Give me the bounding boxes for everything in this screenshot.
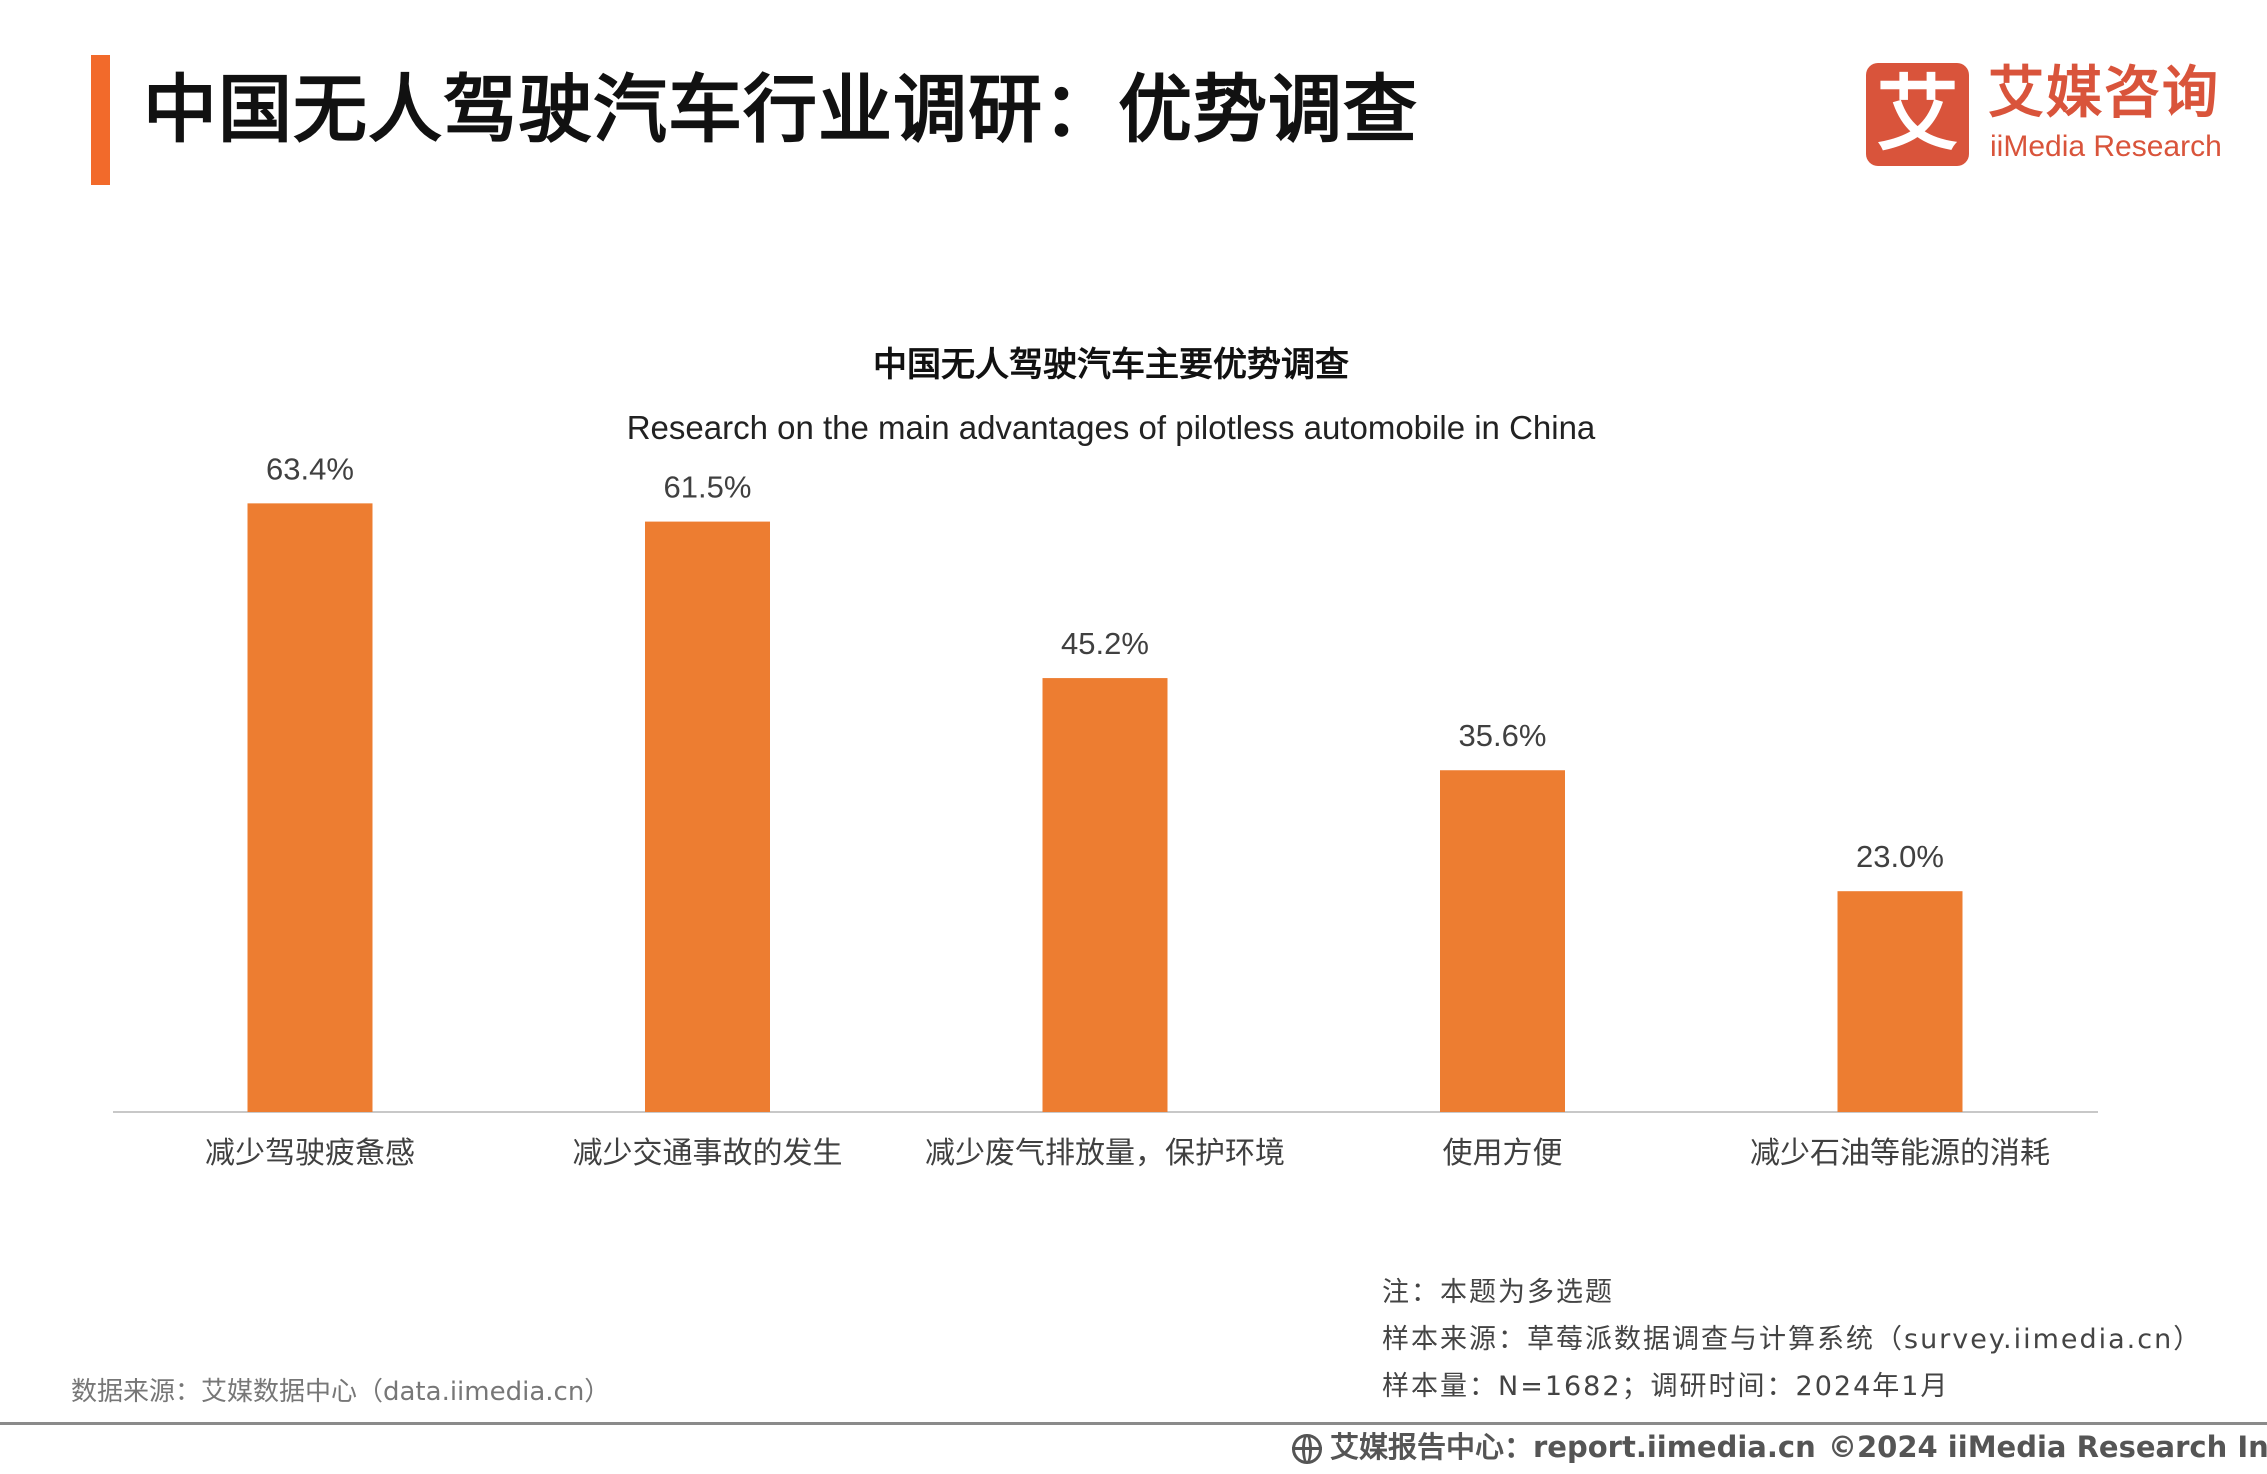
category-label-5: 减少石油等能源的消耗 bbox=[1750, 1136, 2050, 1171]
globe-icon bbox=[1292, 1434, 1322, 1464]
iimedia-logo: 艾 艾媒咨询 iiMedia Research bbox=[1866, 61, 2231, 168]
chart-title: 中国无人驾驶汽车主要优势调查 bbox=[873, 345, 1349, 385]
bar-4 bbox=[1440, 770, 1565, 1112]
footer-report-center: 艾媒报告中心：report.iimedia.cn bbox=[1292, 1425, 1816, 1470]
data-label-2: 61.5% bbox=[664, 470, 752, 505]
footer-copyright: ©2024 iiMedia Research Inc bbox=[1828, 1430, 2267, 1464]
footer-divider bbox=[0, 1422, 2267, 1425]
bar-1 bbox=[247, 503, 373, 1112]
category-label-2: 减少交通事故的发生 bbox=[573, 1136, 843, 1171]
category-label-1: 减少驾驶疲惫感 bbox=[205, 1136, 415, 1171]
data-label-3: 45.2% bbox=[1061, 626, 1149, 661]
logo-name-cn: 艾媒咨询 bbox=[1988, 61, 2220, 126]
data-label-5: 23.0% bbox=[1856, 839, 1944, 874]
logo-name-en: iiMedia Research bbox=[1990, 130, 2222, 163]
data-source: 数据来源：艾媒数据中心（data.iimedia.cn） bbox=[71, 1377, 611, 1407]
category-label-4: 使用方便 bbox=[1443, 1136, 1563, 1171]
category-label-3: 减少废气排放量，保护环境 bbox=[925, 1136, 1285, 1171]
data-label-1: 63.4% bbox=[266, 451, 354, 486]
title-accent-bar bbox=[91, 55, 110, 185]
page-title: 中国无人驾驶汽车行业调研：优势调查 bbox=[143, 67, 1418, 153]
data-label-4: 35.6% bbox=[1459, 718, 1547, 753]
logo-mark-icon: 艾 bbox=[1866, 63, 1969, 166]
note-multiple-choice: 注：本题为多选题 bbox=[1382, 1277, 1614, 1308]
note-sample-size: 样本量：N=1682；调研时间：2024年1月 bbox=[1382, 1371, 1950, 1402]
bar-2 bbox=[645, 521, 770, 1112]
footer-report-center-text: 艾媒报告中心：report.iimedia.cn bbox=[1330, 1430, 1816, 1464]
chart-subtitle: Research on the main advantages of pilot… bbox=[626, 409, 1596, 446]
bar-5 bbox=[1837, 891, 1963, 1112]
bar-3 bbox=[1042, 678, 1168, 1112]
note-sample-source: 样本来源：草莓派数据调查与计算系统（survey.iimedia.cn） bbox=[1382, 1324, 2203, 1355]
